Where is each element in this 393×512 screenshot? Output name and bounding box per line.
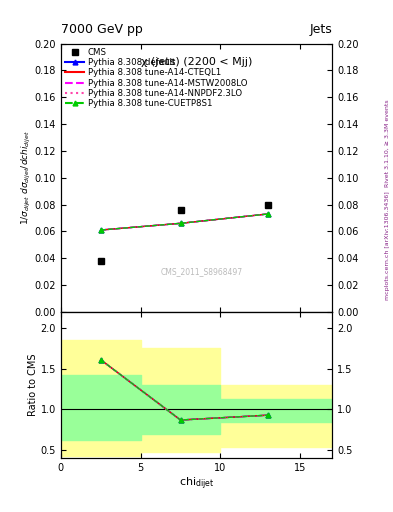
Text: CMS_2011_S8968497: CMS_2011_S8968497 xyxy=(161,267,243,276)
X-axis label: chi$_{\rm dijet}$: chi$_{\rm dijet}$ xyxy=(179,476,214,492)
Text: Rivet 3.1.10, ≥ 3.3M events: Rivet 3.1.10, ≥ 3.3M events xyxy=(385,99,389,187)
Y-axis label: Ratio to CMS: Ratio to CMS xyxy=(28,354,38,416)
Text: Jets: Jets xyxy=(309,23,332,36)
Legend: CMS, Pythia 8.308 default, Pythia 8.308 tune-A14-CTEQL1, Pythia 8.308 tune-A14-M: CMS, Pythia 8.308 default, Pythia 8.308 … xyxy=(64,46,249,110)
Text: χ (jets) (2200 < Mjj): χ (jets) (2200 < Mjj) xyxy=(141,57,252,67)
Y-axis label: $1/\sigma_{dijet}\ d\sigma_{dijet}/dchi_{dijet}$: $1/\sigma_{dijet}\ d\sigma_{dijet}/dchi_… xyxy=(20,130,33,225)
Text: 7000 GeV pp: 7000 GeV pp xyxy=(61,23,143,36)
Text: mcplots.cern.ch [arXiv:1306.3436]: mcplots.cern.ch [arXiv:1306.3436] xyxy=(385,191,389,300)
